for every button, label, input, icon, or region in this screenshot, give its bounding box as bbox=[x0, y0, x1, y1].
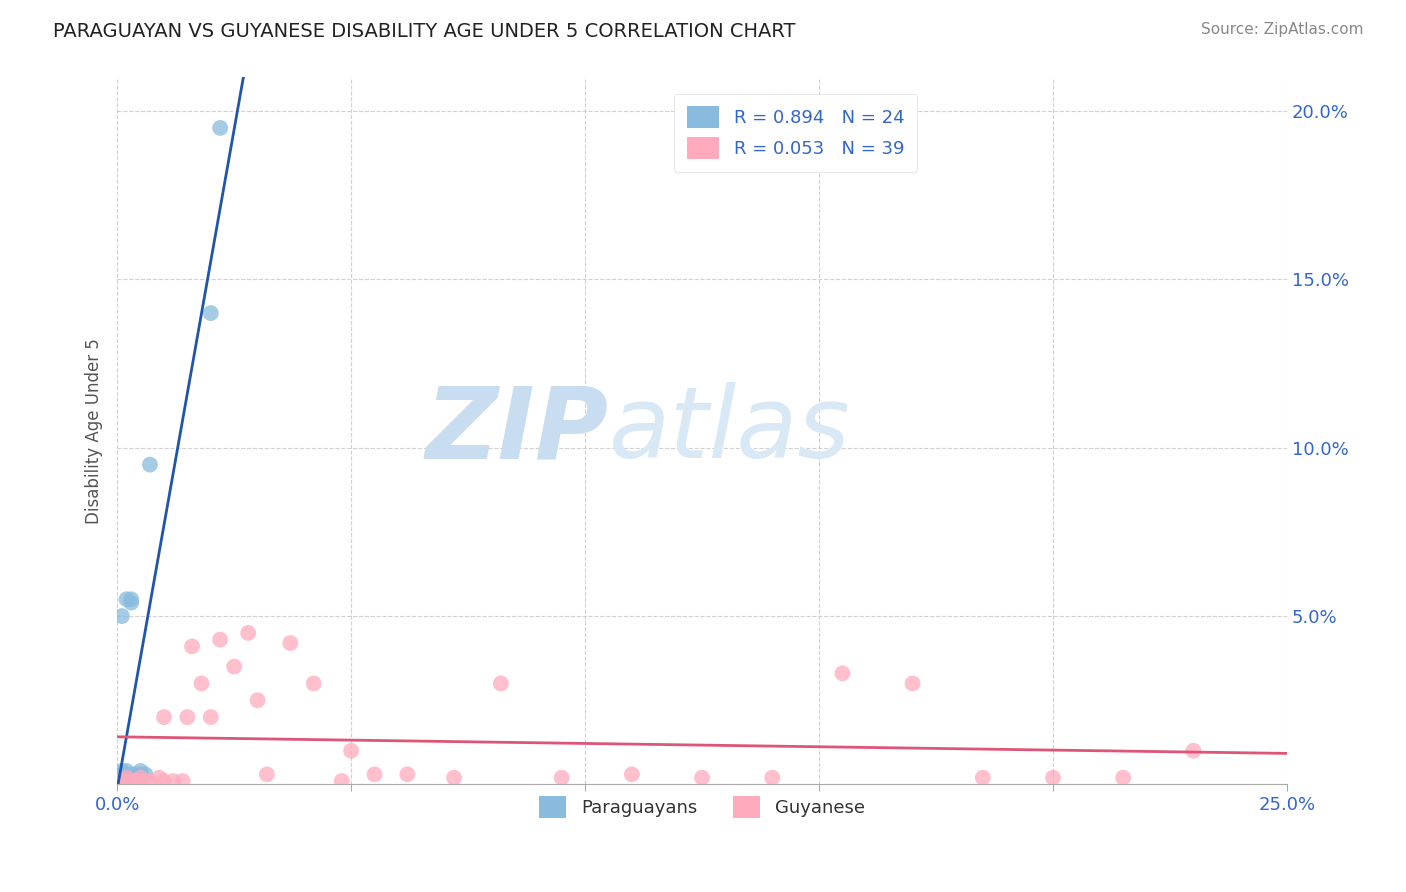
Point bbox=[278, 636, 301, 650]
Point bbox=[1182, 744, 1205, 758]
Text: ZIP: ZIP bbox=[426, 383, 609, 479]
Point bbox=[972, 771, 994, 785]
Point bbox=[302, 676, 325, 690]
Point bbox=[396, 767, 419, 781]
Point bbox=[1042, 771, 1064, 785]
Point bbox=[176, 710, 198, 724]
Point bbox=[340, 744, 363, 758]
Point bbox=[489, 676, 512, 690]
Point bbox=[224, 659, 246, 673]
Point bbox=[172, 774, 194, 789]
Point bbox=[111, 609, 134, 624]
Point bbox=[110, 774, 132, 789]
Point bbox=[111, 764, 134, 778]
Point bbox=[209, 632, 232, 647]
Point bbox=[153, 774, 176, 789]
Text: atlas: atlas bbox=[609, 383, 851, 479]
Point bbox=[209, 120, 232, 135]
Point bbox=[901, 676, 924, 690]
Point bbox=[200, 306, 222, 320]
Point bbox=[129, 764, 152, 778]
Point bbox=[190, 676, 212, 690]
Point bbox=[139, 774, 162, 789]
Point bbox=[111, 767, 134, 781]
Text: PARAGUAYAN VS GUYANESE DISABILITY AGE UNDER 5 CORRELATION CHART: PARAGUAYAN VS GUYANESE DISABILITY AGE UN… bbox=[53, 22, 796, 41]
Point bbox=[107, 774, 129, 789]
Point bbox=[134, 774, 156, 789]
Point bbox=[120, 592, 142, 607]
Point bbox=[256, 767, 278, 781]
Point bbox=[200, 710, 222, 724]
Point bbox=[115, 592, 138, 607]
Point bbox=[238, 626, 260, 640]
Point bbox=[110, 771, 132, 785]
Point bbox=[108, 771, 131, 785]
Point bbox=[620, 767, 643, 781]
Point bbox=[115, 771, 138, 785]
Point bbox=[129, 767, 152, 781]
Point bbox=[120, 767, 142, 781]
Point bbox=[107, 774, 129, 789]
Point bbox=[108, 774, 131, 789]
Point bbox=[1112, 771, 1135, 785]
Y-axis label: Disability Age Under 5: Disability Age Under 5 bbox=[86, 338, 103, 524]
Legend: Paraguayans, Guyanese: Paraguayans, Guyanese bbox=[531, 789, 872, 825]
Point bbox=[330, 774, 353, 789]
Text: Source: ZipAtlas.com: Source: ZipAtlas.com bbox=[1201, 22, 1364, 37]
Point bbox=[115, 764, 138, 778]
Point bbox=[129, 771, 152, 785]
Point bbox=[134, 767, 156, 781]
Point bbox=[162, 774, 184, 789]
Point bbox=[120, 774, 142, 789]
Point bbox=[120, 596, 142, 610]
Point bbox=[246, 693, 269, 707]
Point bbox=[110, 774, 132, 789]
Point bbox=[443, 771, 465, 785]
Point bbox=[139, 458, 162, 472]
Point bbox=[181, 640, 204, 654]
Point bbox=[125, 767, 148, 781]
Point bbox=[108, 771, 131, 785]
Point bbox=[690, 771, 713, 785]
Point bbox=[153, 710, 176, 724]
Point bbox=[148, 771, 170, 785]
Point bbox=[363, 767, 385, 781]
Point bbox=[831, 666, 853, 681]
Point bbox=[761, 771, 783, 785]
Point bbox=[111, 774, 134, 789]
Point bbox=[125, 774, 148, 789]
Point bbox=[115, 771, 138, 785]
Point bbox=[551, 771, 574, 785]
